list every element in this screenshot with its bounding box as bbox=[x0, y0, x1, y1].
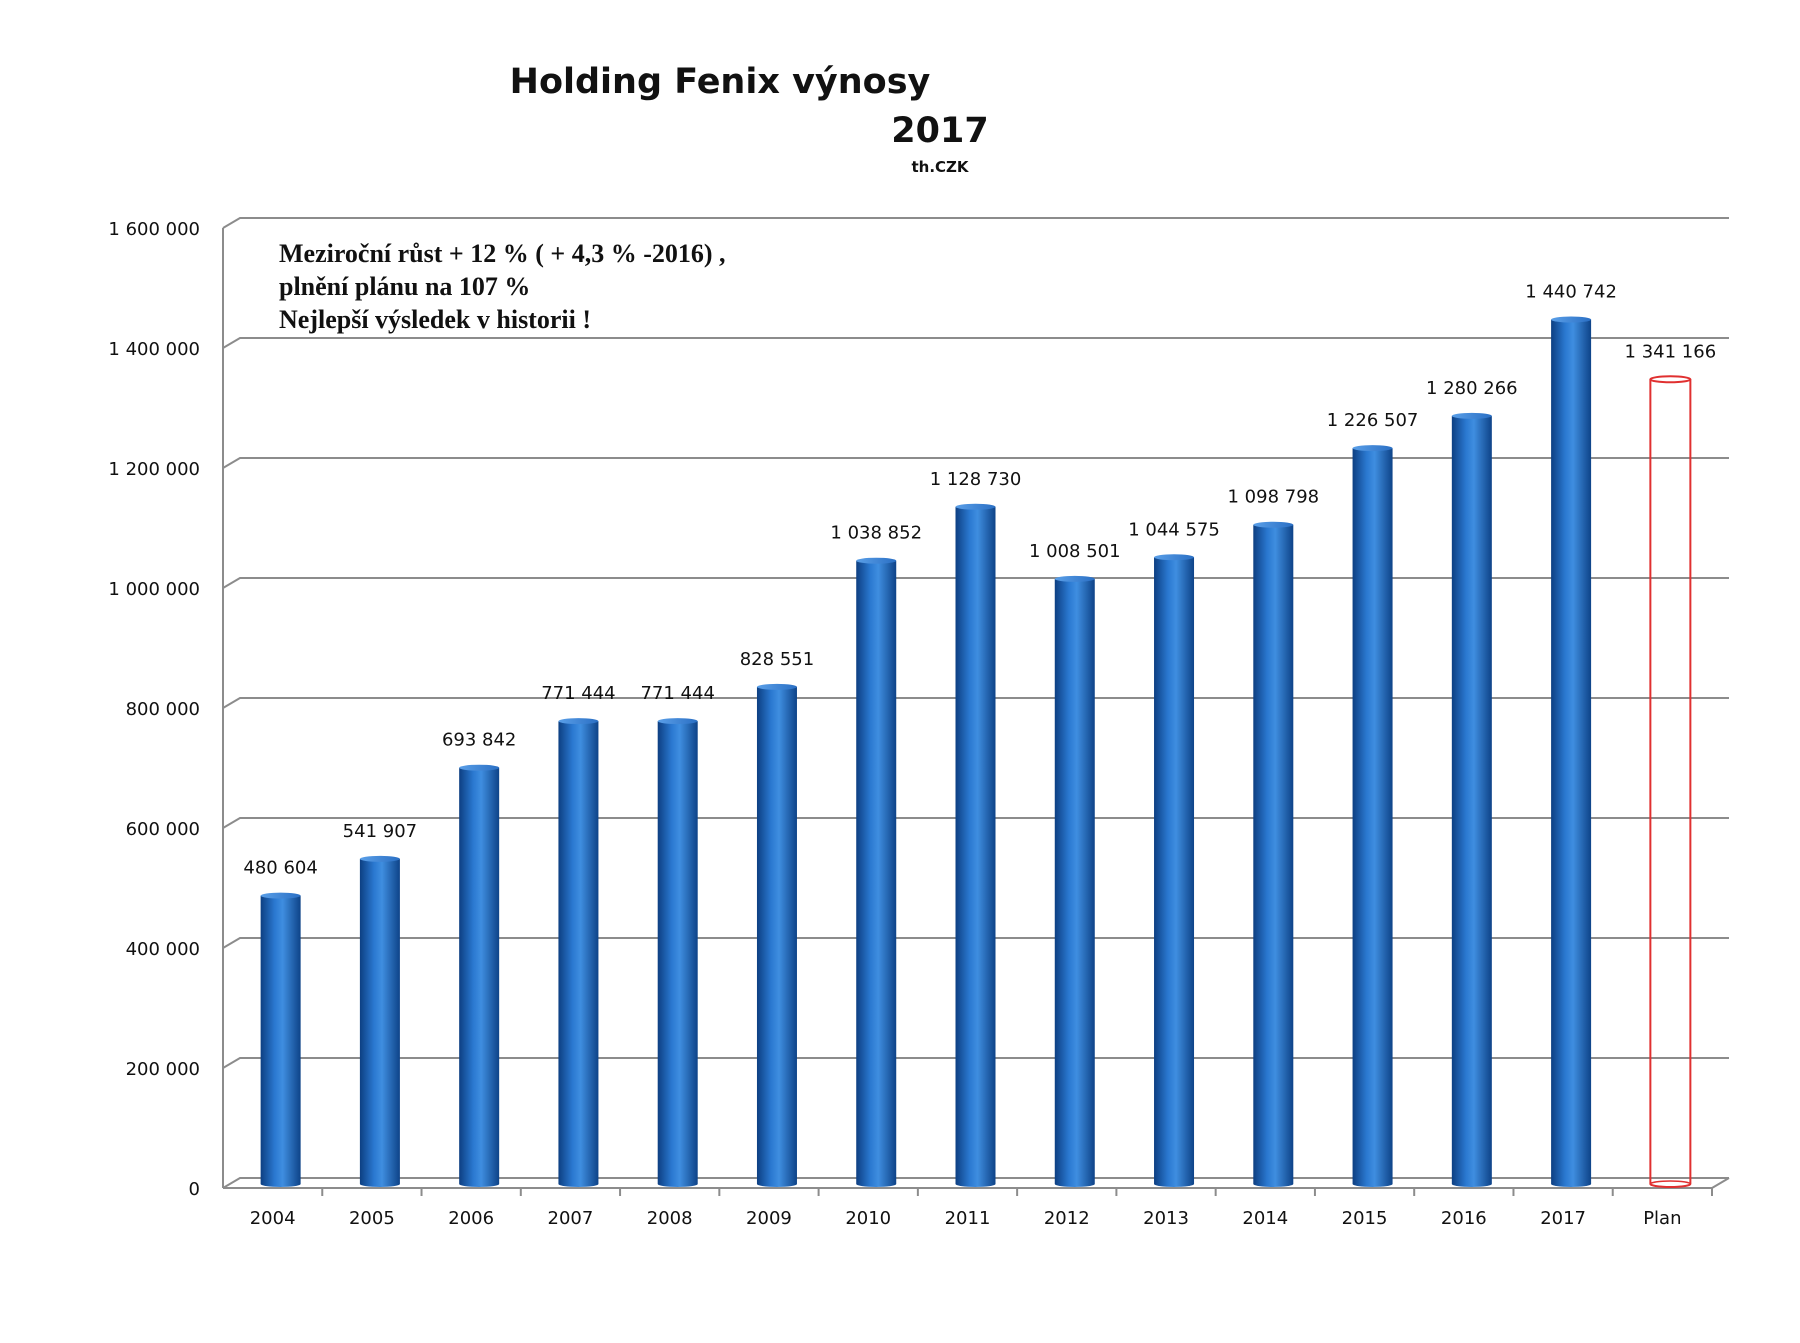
data-label: 1 128 730 bbox=[930, 469, 1022, 490]
gridline bbox=[222, 1177, 1729, 1189]
gridline bbox=[222, 577, 1729, 589]
chart-subtitle: th.CZK bbox=[911, 158, 969, 176]
data-label: 541 907 bbox=[343, 821, 417, 842]
data-label: 1 044 575 bbox=[1128, 519, 1220, 540]
bars bbox=[260, 316, 1692, 1188]
bar bbox=[1352, 445, 1393, 1187]
gridline bbox=[222, 697, 1729, 709]
gridline bbox=[222, 337, 1729, 349]
bar bbox=[955, 503, 996, 1188]
bar bbox=[1253, 521, 1294, 1187]
data-label: 1 280 266 bbox=[1426, 378, 1518, 399]
y-tick-label: 0 bbox=[189, 1179, 200, 1200]
x-tick-label: 2014 bbox=[1242, 1208, 1288, 1229]
x-tick-label: 2006 bbox=[448, 1208, 494, 1229]
data-label: 480 604 bbox=[243, 858, 317, 879]
tick-labels: 0 200 000 400 000 600 000 800 000 1 000 000 1 … bbox=[108, 219, 1681, 1229]
data-label: 1 098 798 bbox=[1227, 487, 1319, 508]
x-tick-label: 2005 bbox=[349, 1208, 395, 1229]
gridline bbox=[222, 937, 1729, 949]
axes bbox=[222, 228, 1730, 1196]
x-tick-label: 2008 bbox=[647, 1208, 693, 1229]
gridline bbox=[222, 1057, 1729, 1069]
gridline bbox=[222, 817, 1729, 829]
x-tick-label: 2007 bbox=[548, 1208, 594, 1229]
data-label: 1 038 852 bbox=[830, 523, 922, 544]
gridline bbox=[222, 457, 1729, 469]
data-label: 1 226 507 bbox=[1327, 410, 1419, 431]
data-label: 828 551 bbox=[740, 649, 814, 670]
data-label: 1 008 501 bbox=[1029, 541, 1121, 562]
chart-title-year: 2017 bbox=[891, 111, 988, 151]
bar bbox=[756, 683, 797, 1187]
annotation-line-1: Meziroční růst + 12 % ( + 4,3 % -2016) , bbox=[279, 239, 726, 268]
x-tick-label: 2013 bbox=[1143, 1208, 1189, 1229]
data-label: 1 440 742 bbox=[1525, 282, 1617, 303]
y-tick-label: 200 000 bbox=[126, 1059, 200, 1080]
chart-title: Holding Fenix výnosy bbox=[510, 62, 931, 102]
x-tick-label: Plan bbox=[1643, 1208, 1681, 1229]
y-tick-label: 1 000 000 bbox=[108, 579, 200, 600]
gridline bbox=[222, 217, 1729, 229]
x-tick-label: 2009 bbox=[746, 1208, 792, 1229]
bar bbox=[359, 855, 400, 1187]
bar bbox=[1054, 575, 1095, 1187]
plan-bar bbox=[1649, 375, 1692, 1188]
gridlines bbox=[222, 217, 1729, 1189]
data-label: 693 842 bbox=[442, 730, 516, 751]
bar bbox=[260, 892, 301, 1187]
y-tick-label: 600 000 bbox=[126, 819, 200, 840]
bar bbox=[1451, 412, 1492, 1187]
x-tick-label: 2017 bbox=[1540, 1208, 1586, 1229]
data-labels: 480 604 541 907 693 842 771 444 771 444 828 5… bbox=[243, 282, 1716, 879]
annotation-line-2: plnění plánu na 107 % bbox=[279, 272, 530, 301]
bar bbox=[657, 718, 698, 1187]
x-tick-label: 2004 bbox=[250, 1208, 296, 1229]
y-tick-label: 400 000 bbox=[126, 939, 200, 960]
x-tick-label: 2016 bbox=[1441, 1208, 1487, 1229]
bar bbox=[459, 764, 500, 1187]
x-tick-label: 2011 bbox=[945, 1208, 991, 1229]
x-tick-label: 2012 bbox=[1044, 1208, 1090, 1229]
annotation: Meziroční růst + 12 % ( + 4,3 % -2016) ,… bbox=[279, 239, 726, 334]
y-tick-label: 1 600 000 bbox=[108, 219, 200, 240]
y-tick-label: 800 000 bbox=[126, 699, 200, 720]
bar bbox=[1551, 316, 1592, 1187]
bar bbox=[856, 557, 897, 1187]
data-label: 771 444 bbox=[640, 683, 714, 704]
data-label: 771 444 bbox=[541, 683, 615, 704]
bar bbox=[1154, 554, 1195, 1187]
y-tick-label: 1 200 000 bbox=[108, 459, 200, 480]
x-tick-label: 2015 bbox=[1342, 1208, 1388, 1229]
annotation-line-3: Nejlepší výsledek v historii ! bbox=[279, 305, 591, 334]
bar bbox=[558, 718, 599, 1187]
x-tick-label: 2010 bbox=[845, 1208, 891, 1229]
data-label: 1 341 166 bbox=[1625, 341, 1717, 362]
y-tick-label: 1 400 000 bbox=[108, 339, 200, 360]
